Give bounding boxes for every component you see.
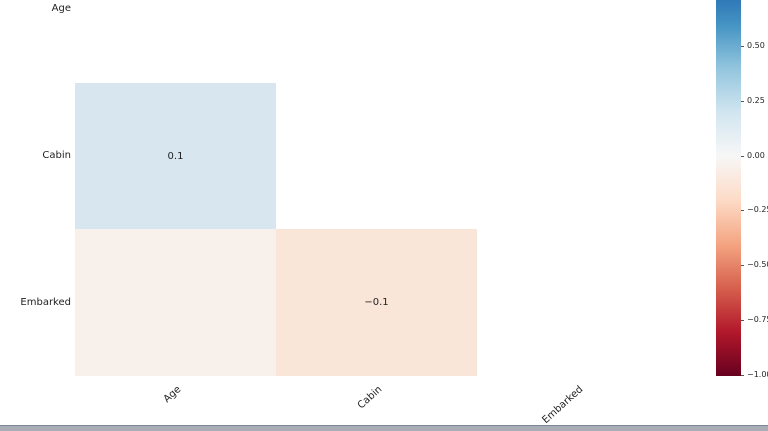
y-tick-label-cabin: Cabin <box>42 150 71 161</box>
colorbar-tickmark <box>741 100 744 102</box>
x-tick-label-cabin: Cabin <box>355 384 384 412</box>
colorbar-tick-label: −1.00 <box>747 369 768 379</box>
colorbar-tickmark <box>741 265 744 267</box>
colorbar-tickmark <box>741 320 744 322</box>
colorbar-tickmark <box>741 210 744 212</box>
y-tick-label-embarked: Embarked <box>20 297 71 308</box>
heatmap-cell-embarked-cabin: −0.1 <box>276 229 477 376</box>
cell-annotation: −0.1 <box>364 297 389 308</box>
colorbar-tickmark <box>741 155 744 157</box>
colorbar-tick-label: 0.50 <box>747 41 765 50</box>
cell-annotation: 0.1 <box>167 150 184 162</box>
colorbar-gradient <box>716 0 741 376</box>
colorbar-tick-label: 0.25 <box>747 95 765 105</box>
colorbar: 0.50 0.25 0.00 −0.25 −0.50 −0.75 −1.00 <box>716 0 768 380</box>
colorbar-tick-label: 0.00 <box>747 150 765 160</box>
colorbar-tick-label: −0.50 <box>747 260 768 270</box>
x-tick-label-age: Age <box>161 384 183 406</box>
y-tick-label-age: Age <box>51 3 71 14</box>
heatmap-cell-embarked-age <box>75 229 276 376</box>
x-tick-label-embarked: Embarked <box>539 384 585 427</box>
colorbar-tickmark <box>741 46 744 47</box>
colorbar-tick-label: −0.75 <box>747 315 768 325</box>
horizontal-scrollbar[interactable] <box>0 425 768 431</box>
colorbar-tick-label: −0.25 <box>747 205 768 215</box>
heatmap-cell-cabin-age: 0.1 <box>75 83 276 229</box>
colorbar-tickmark <box>741 374 744 376</box>
